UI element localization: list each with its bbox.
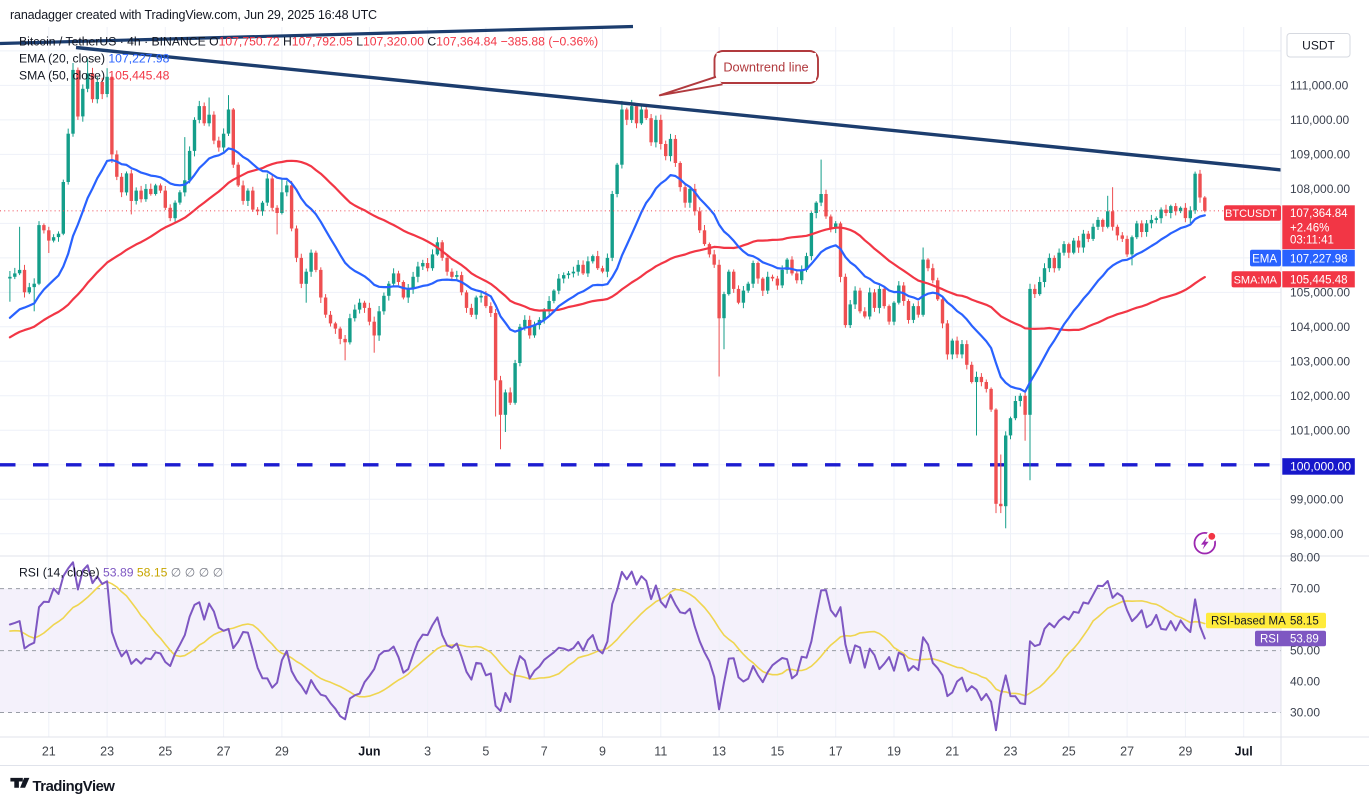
svg-text:105,000.00: 105,000.00 bbox=[1290, 285, 1350, 299]
svg-text:BTCUSDT: BTCUSDT bbox=[1225, 208, 1277, 220]
svg-text:98,000.00: 98,000.00 bbox=[1290, 527, 1344, 541]
svg-text:RSI-based MA: RSI-based MA bbox=[1211, 616, 1286, 628]
svg-text:3: 3 bbox=[424, 745, 431, 759]
svg-text:SMA (50, close) 105,445.48: SMA (50, close) 105,445.48 bbox=[19, 69, 170, 83]
svg-text:9: 9 bbox=[599, 745, 606, 759]
svg-text:RSI: RSI bbox=[1260, 634, 1279, 646]
svg-text:TradingView: TradingView bbox=[33, 779, 116, 795]
svg-text:Jul: Jul bbox=[1235, 745, 1253, 759]
svg-text:13: 13 bbox=[712, 745, 726, 759]
svg-text:USDT: USDT bbox=[1302, 39, 1335, 53]
svg-text:19: 19 bbox=[887, 745, 901, 759]
svg-text:105,445.48: 105,445.48 bbox=[1290, 275, 1348, 287]
svg-text:23: 23 bbox=[1004, 745, 1018, 759]
svg-text:104,000.00: 104,000.00 bbox=[1290, 320, 1350, 334]
svg-text:40.00: 40.00 bbox=[1290, 675, 1320, 689]
svg-text:58.15: 58.15 bbox=[1290, 616, 1319, 628]
svg-text:27: 27 bbox=[217, 745, 231, 759]
svg-text:7: 7 bbox=[541, 745, 548, 759]
svg-text:107,364.84: 107,364.84 bbox=[1290, 208, 1348, 220]
svg-text:23: 23 bbox=[100, 745, 114, 759]
svg-text:103,000.00: 103,000.00 bbox=[1290, 354, 1350, 368]
svg-text:107,227.98: 107,227.98 bbox=[1290, 253, 1348, 265]
svg-text:ranadagger created with Tradin: ranadagger created with TradingView.com,… bbox=[10, 8, 377, 22]
svg-text:102,000.00: 102,000.00 bbox=[1290, 389, 1350, 403]
svg-text:29: 29 bbox=[275, 745, 289, 759]
svg-text:03:11:41: 03:11:41 bbox=[1290, 235, 1334, 247]
svg-text:80.00: 80.00 bbox=[1290, 551, 1320, 565]
svg-text:101,000.00: 101,000.00 bbox=[1290, 423, 1350, 437]
svg-text:30.00: 30.00 bbox=[1290, 706, 1320, 720]
svg-text:111,000.00: 111,000.00 bbox=[1290, 78, 1349, 92]
svg-text:25: 25 bbox=[1062, 745, 1076, 759]
svg-text:Jun: Jun bbox=[358, 745, 380, 759]
svg-text:5: 5 bbox=[482, 745, 489, 759]
svg-text:21: 21 bbox=[42, 745, 56, 759]
svg-text:Bitcoin / TetherUS · 4h · BINA: Bitcoin / TetherUS · 4h · BINANCE O107,7… bbox=[19, 35, 598, 49]
svg-text:Downtrend line: Downtrend line bbox=[723, 60, 808, 75]
svg-text:17: 17 bbox=[829, 745, 843, 759]
svg-text:110,000.00: 110,000.00 bbox=[1290, 113, 1349, 127]
svg-text:53.89: 53.89 bbox=[1290, 634, 1319, 646]
svg-text:109,000.00: 109,000.00 bbox=[1290, 147, 1350, 161]
svg-text:70.00: 70.00 bbox=[1290, 582, 1320, 596]
svg-text:100,000.00: 100,000.00 bbox=[1290, 460, 1351, 474]
svg-text:EMA (20, close) 107,227.98: EMA (20, close) 107,227.98 bbox=[19, 52, 170, 66]
svg-text:29: 29 bbox=[1178, 745, 1192, 759]
svg-text:+2.46%: +2.46% bbox=[1290, 222, 1329, 234]
svg-text:108,000.00: 108,000.00 bbox=[1290, 182, 1350, 196]
svg-text:21: 21 bbox=[945, 745, 959, 759]
svg-text:50.00: 50.00 bbox=[1290, 644, 1320, 658]
svg-text:EMA: EMA bbox=[1252, 253, 1277, 265]
svg-text:27: 27 bbox=[1120, 745, 1134, 759]
svg-text:11: 11 bbox=[654, 745, 667, 759]
svg-text:RSI (14, close) 53.89 58.15 ∅: RSI (14, close) 53.89 58.15 ∅ ∅ ∅ ∅ bbox=[19, 566, 223, 580]
svg-text:25: 25 bbox=[158, 745, 172, 759]
svg-text:15: 15 bbox=[770, 745, 784, 759]
svg-text:SMA:MA: SMA:MA bbox=[1234, 275, 1278, 287]
svg-text:99,000.00: 99,000.00 bbox=[1290, 492, 1344, 506]
